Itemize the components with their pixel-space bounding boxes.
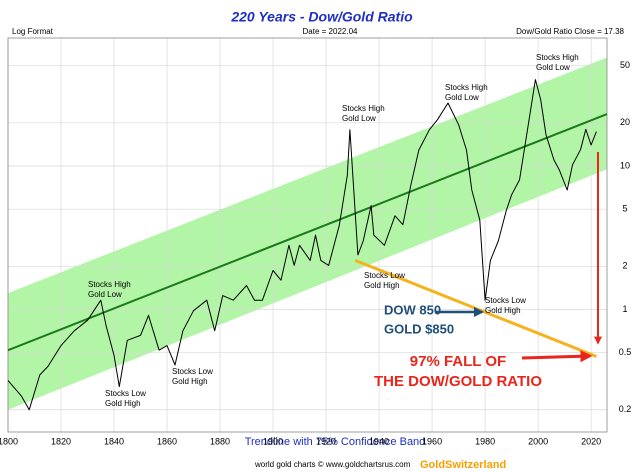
confidence-band <box>8 57 607 410</box>
x-tick-label: 1980 <box>475 436 495 446</box>
callout: DOW 850 <box>384 302 441 317</box>
y-tick-label: 0.2 <box>619 404 632 414</box>
annotation: Gold High <box>105 399 141 408</box>
x-tick-label: 1840 <box>104 436 124 446</box>
annotation: Gold Low <box>445 93 479 102</box>
x-tick-label: 1820 <box>51 436 71 446</box>
y-tick-label: 0.5 <box>619 347 632 357</box>
credit: world gold charts © www.goldchartsrus.co… <box>254 460 411 469</box>
caption: Trendline with 75% Confidence Band <box>245 436 426 448</box>
fall-note: 97% FALL OF <box>410 353 506 370</box>
annotation: Gold High <box>364 281 400 290</box>
annotation: Gold High <box>485 306 521 315</box>
fall-note: THE DOW/GOLD RATIO <box>374 373 542 390</box>
x-tick-label: 1800 <box>0 436 18 446</box>
header-center: Date = 2022.04 <box>303 27 358 36</box>
x-tick-label: 2000 <box>528 436 548 446</box>
plot-frame <box>7 37 608 433</box>
header-right: Dow/Gold Ratio Close = 17.38 <box>516 27 624 36</box>
y-tick-label: 1 <box>622 304 627 314</box>
header-left: Log Format <box>12 27 54 36</box>
x-tick-label: 1900 <box>263 436 283 446</box>
y-tick-label: 2 <box>622 261 627 271</box>
x-tick-label: 1920 <box>316 436 336 446</box>
y-tick-label: 50 <box>620 60 630 70</box>
series-line <box>7 79 597 411</box>
annotation: Gold High <box>172 377 208 386</box>
x-tick-label: 1940 <box>369 436 389 446</box>
y-tick-label: 20 <box>620 117 630 127</box>
annotation: Gold Low <box>342 114 376 123</box>
annotation: Stocks Low <box>105 389 146 398</box>
x-tick-label: 1860 <box>157 436 177 446</box>
annotation: Stocks Low <box>172 367 213 376</box>
x-tick-label: 1880 <box>210 436 230 446</box>
annotation: Stocks Low <box>364 271 405 280</box>
brand: GoldSwitzerland <box>420 459 506 471</box>
x-tick-label: 2020 <box>581 436 601 446</box>
fall-arrow <box>521 350 593 363</box>
x-tick-label: 1960 <box>422 436 442 446</box>
callout: GOLD $850 <box>384 321 454 336</box>
annotation: Gold Low <box>88 290 122 299</box>
annotation: Stocks High <box>88 280 131 289</box>
chart-title: 220 Years - Dow/Gold Ratio <box>230 9 413 25</box>
annotation: Stocks High <box>445 83 488 92</box>
trend-line <box>8 113 607 352</box>
annotation: Stocks Low <box>485 296 526 305</box>
y-tick-label: 10 <box>620 160 630 170</box>
annotation: Stocks High <box>536 53 579 62</box>
y-tick-label: 5 <box>622 204 627 214</box>
annotation: Gold Low <box>536 63 570 72</box>
annotation: Stocks High <box>342 104 385 113</box>
